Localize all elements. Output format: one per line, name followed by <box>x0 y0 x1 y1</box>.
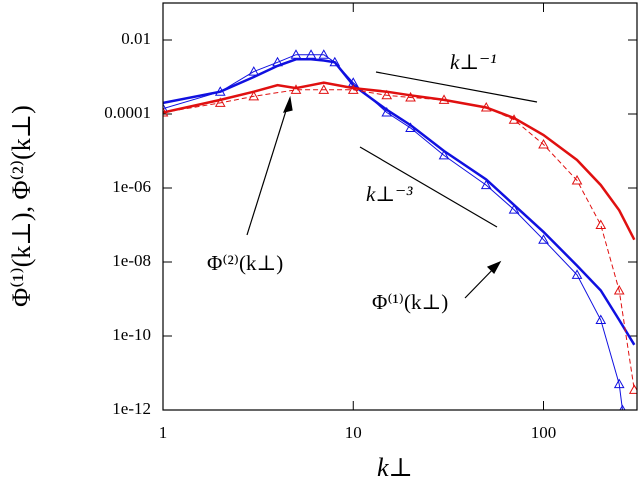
plot-area <box>163 49 637 410</box>
marker <box>214 97 226 107</box>
marker <box>163 103 169 113</box>
marker <box>290 84 302 94</box>
x-tick-label: 100 <box>531 423 557 442</box>
marker <box>163 106 169 117</box>
marker <box>290 49 302 59</box>
arrowhead-1 <box>486 260 502 274</box>
marker <box>272 56 283 67</box>
marker <box>214 86 226 96</box>
plot-frame <box>162 2 638 411</box>
marker <box>571 269 583 279</box>
marker <box>405 91 416 102</box>
marker <box>347 84 359 94</box>
marker <box>480 101 492 112</box>
slope-line-1 <box>375 71 538 103</box>
marker <box>248 90 260 101</box>
slope-line-3 <box>359 146 498 228</box>
series-line <box>163 89 635 390</box>
marker <box>595 219 607 229</box>
x-axis-label: k⊥ <box>377 453 413 482</box>
marker <box>508 204 520 214</box>
marker <box>329 56 341 67</box>
marker <box>538 138 549 149</box>
annotation: k⊥⁻¹ <box>450 50 496 74</box>
marker <box>318 84 330 94</box>
annotation: Φ⁽¹⁾(k⊥) <box>372 290 448 314</box>
series-line <box>163 81 636 241</box>
reference-lines <box>246 71 538 299</box>
y-tick-label: 0.01 <box>121 29 151 48</box>
marker <box>595 314 607 325</box>
marker <box>438 149 450 160</box>
marker <box>318 49 330 59</box>
marker <box>613 378 625 389</box>
y-axis-label: Φ⁽¹⁾(k⊥), Φ⁽²⁾(k⊥) <box>7 105 36 307</box>
y-tick-label: 1e-06 <box>112 177 151 196</box>
arrowhead-2 <box>282 95 293 113</box>
marker <box>508 114 520 124</box>
marker <box>405 122 416 132</box>
series-line <box>163 54 623 410</box>
marker <box>480 179 492 190</box>
marker <box>305 49 317 59</box>
marker <box>538 234 549 244</box>
x-tick-label: 1 <box>159 423 168 442</box>
marker <box>613 284 625 295</box>
annotation: k⊥⁻³ <box>366 182 413 206</box>
y-tick-label: 0.0001 <box>104 103 151 122</box>
y-tick-label: 1e-08 <box>112 251 151 270</box>
marker <box>248 66 260 76</box>
y-tick-label: 1e-10 <box>112 325 151 344</box>
marker <box>571 174 583 185</box>
marker <box>381 106 393 117</box>
x-tick-label: 10 <box>345 423 362 442</box>
annotation: Φ⁽²⁾(k⊥) <box>207 251 283 275</box>
y-tick-label: 1e-12 <box>112 399 151 418</box>
arrow-2 <box>246 97 291 236</box>
marker <box>381 89 393 100</box>
marker <box>438 94 450 104</box>
